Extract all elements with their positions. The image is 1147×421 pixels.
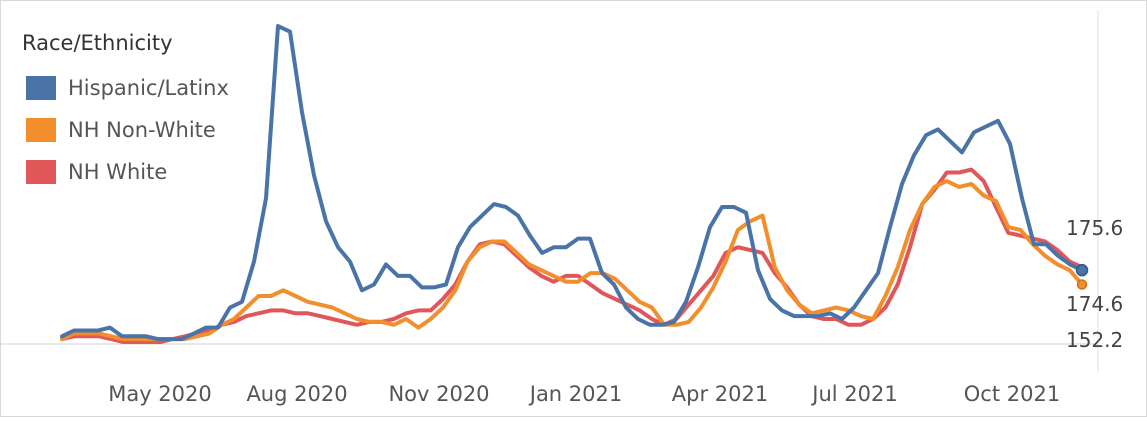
legend-item-hispanic[interactable]: Hispanic/Latinx — [26, 74, 229, 102]
x-tick-label: Apr 2021 — [672, 382, 768, 406]
legend-item-nh-white[interactable]: NH White — [26, 158, 167, 186]
legend-label-nh-non-white: NH Non-White — [68, 118, 216, 142]
x-tick-label: May 2020 — [108, 382, 212, 406]
legend-swatch-nh-white — [26, 160, 56, 184]
x-tick-label: Aug 2020 — [246, 382, 347, 406]
end-marker-hispanic[interactable] — [1075, 263, 1089, 277]
series-layer — [60, 24, 1089, 344]
series-line-hispanic[interactable] — [60, 24, 1084, 342]
series-line-nh-white[interactable] — [60, 167, 1084, 344]
x-axis-ticks: May 2020 Aug 2020 Nov 2020 Jan 2021 Apr 2021… — [108, 382, 1060, 406]
baseline-label: 152.2 — [1066, 328, 1124, 352]
series-line-nh-non-white[interactable] — [60, 179, 1084, 342]
end-label-upper: 175.6 — [1066, 216, 1124, 240]
legend-title: Race/Ethnicity — [22, 31, 173, 55]
legend-swatch-nh-non-white — [26, 118, 56, 142]
x-tick-label: Nov 2020 — [388, 382, 489, 406]
end-label-lower: 174.6 — [1066, 292, 1124, 316]
end-marker-nh-non-white[interactable] — [1076, 279, 1088, 290]
x-tick-label: Oct 2021 — [964, 382, 1060, 406]
legend-label-nh-white: NH White — [68, 160, 168, 184]
legend-item-nh-non-white[interactable]: NH Non-White — [26, 116, 216, 144]
legend-label-hispanic: Hispanic/Latinx — [68, 76, 229, 100]
legend-swatch-hispanic — [26, 76, 56, 100]
x-tick-label: Jul 2021 — [810, 382, 897, 406]
x-tick-label: Jan 2021 — [528, 382, 623, 406]
